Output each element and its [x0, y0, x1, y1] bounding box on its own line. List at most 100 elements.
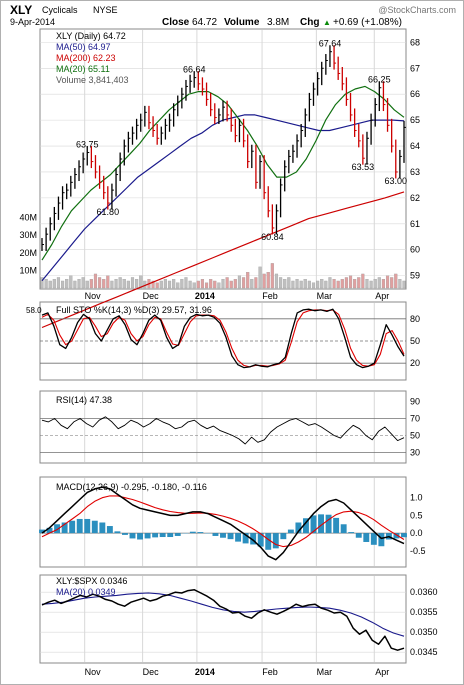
legend-ma20: MA(20) 65.11 [56, 64, 110, 74]
macd-hist-bar [227, 533, 234, 540]
price-annotation: 61.80 [97, 207, 120, 217]
volume-bar [262, 273, 266, 289]
volume-bar [135, 279, 139, 289]
month-label: Feb [262, 667, 278, 677]
exchange: NYSE [93, 5, 118, 15]
volume-bar [233, 279, 237, 289]
price-annotation: 63.75 [76, 140, 99, 150]
rsi-title: RSI(14) 47.38 [56, 395, 112, 405]
volume-bar [89, 279, 93, 289]
sto-tick-label: 20 [410, 358, 420, 368]
volume-bar [258, 266, 262, 289]
volume-bar [283, 279, 287, 289]
volume-bar [130, 277, 135, 289]
price-annotation: 67.64 [319, 39, 342, 49]
price-tick-label: 60 [410, 245, 420, 255]
volume-bar [320, 279, 324, 289]
ratio-line [41, 589, 405, 651]
macd-hist-bar [122, 533, 128, 535]
volume-bar [357, 277, 361, 289]
close-label: Close [162, 17, 190, 28]
macd-hist-bar [39, 529, 45, 534]
macd-hist-bar [287, 529, 294, 534]
volume-bar [122, 279, 126, 289]
volume-bar [274, 273, 279, 289]
volume-bar [287, 277, 291, 289]
price-tick-label: 61 [410, 219, 420, 229]
price-annotation: 66.64 [183, 65, 206, 75]
volume-bar [44, 279, 48, 289]
volume-bar [200, 279, 205, 289]
macd-hist-bar [174, 533, 181, 536]
macd-hist-bar [250, 533, 257, 545]
volume-bar [353, 279, 357, 289]
legend-price: XLY (Daily) 64.72 [56, 31, 126, 41]
macd-hist-bar [303, 518, 309, 534]
legend-ma200: MA(200) 62.23 [56, 53, 116, 63]
volume-bar [110, 280, 114, 289]
volume-bar [60, 280, 65, 289]
volume-bar [184, 277, 188, 289]
volume-bar [381, 279, 386, 289]
macd-hist-bar [197, 532, 204, 534]
chg-arrow-icon: ▲ [323, 18, 331, 27]
volume-bar [365, 279, 369, 289]
macd-hist-bar [106, 526, 113, 534]
rsi-line [41, 416, 405, 445]
rsi-tick-label: 30 [410, 448, 420, 458]
volume-bar [332, 279, 336, 289]
macd-hist-bar [129, 533, 136, 539]
macd-tick-label: 0.5 [410, 510, 423, 520]
macd-tick-label: -0.5 [410, 546, 426, 556]
volume-bar [172, 279, 176, 289]
ratio-title: XLY:$SPX 0.0346 [56, 576, 127, 586]
volume-bar [106, 275, 110, 289]
month-label: Apr [375, 291, 389, 301]
price-tick-label: 64 [410, 141, 420, 151]
volume-bar [237, 275, 242, 289]
volume-bar [114, 279, 118, 289]
chg-value: +0.69 (+1.08%) [333, 17, 402, 28]
macd-layer [39, 486, 407, 561]
volume-bar [390, 277, 394, 289]
volume-bar [196, 280, 200, 289]
macd-hist-bar [242, 533, 249, 544]
sto-tick-label: 80 [410, 314, 420, 324]
ratio-ma-title: MA(20) 0.0349 [56, 587, 116, 597]
volume-bar [385, 275, 390, 289]
macd-signal-line [41, 495, 405, 548]
month-label: 2014 [195, 667, 215, 677]
price-layer: 63.75 61.80 66.64 60.84 67.64 63.53 66.25 63.00 [41, 39, 407, 329]
volume-tick-label: 10M [19, 265, 37, 275]
volume-bar [180, 279, 184, 289]
volume-bar [299, 280, 303, 289]
ma200-line [41, 191, 405, 329]
volume-bar [369, 280, 373, 289]
month-label: Apr [375, 667, 389, 677]
price-panel-frame [39, 28, 407, 290]
price-tick-label: 63 [410, 167, 420, 177]
macd-hist-bar [84, 518, 91, 534]
chg-label: Chg [300, 17, 319, 28]
macd-hist-bar [159, 533, 166, 538]
sto-tick-label: 50 [410, 336, 420, 346]
volume-bar [402, 280, 406, 289]
macd-hist-bar [295, 522, 302, 534]
month-label: Mar [317, 667, 333, 677]
macd-hist-bar [114, 531, 121, 534]
volume-bar [65, 279, 69, 289]
rsi-tick-label: 90 [410, 397, 420, 407]
volume-bar [348, 275, 353, 289]
volume-bar [336, 280, 340, 289]
volume-bar [81, 277, 85, 289]
volume-bar [48, 280, 52, 289]
price-annotation: 60.84 [261, 232, 284, 242]
macd-hist-bar [69, 520, 76, 534]
volume-bar [316, 280, 320, 289]
volume-bar [241, 277, 246, 289]
rsi-tick-label: 50 [410, 431, 420, 441]
macd-tick-label: 1.0 [410, 493, 423, 503]
volume-bar [77, 279, 81, 289]
macd-hist-bar [363, 533, 370, 542]
